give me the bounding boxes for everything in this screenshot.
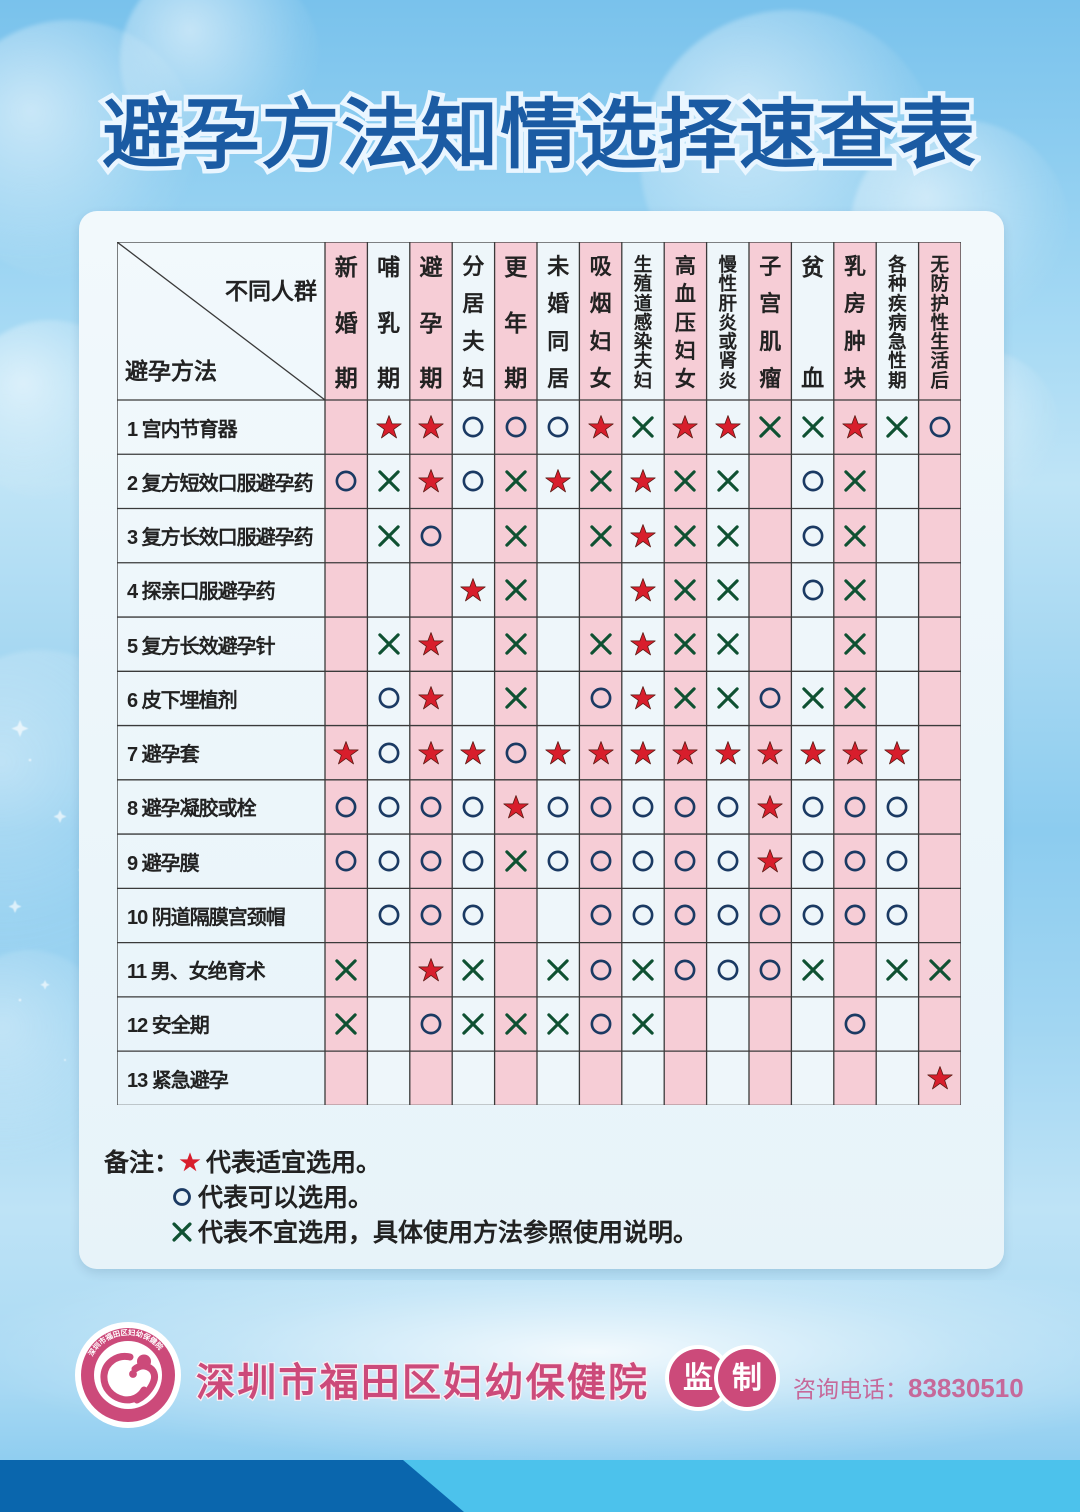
svg-text:制: 制: [732, 1362, 762, 1395]
svg-text:监: 监: [683, 1362, 713, 1395]
